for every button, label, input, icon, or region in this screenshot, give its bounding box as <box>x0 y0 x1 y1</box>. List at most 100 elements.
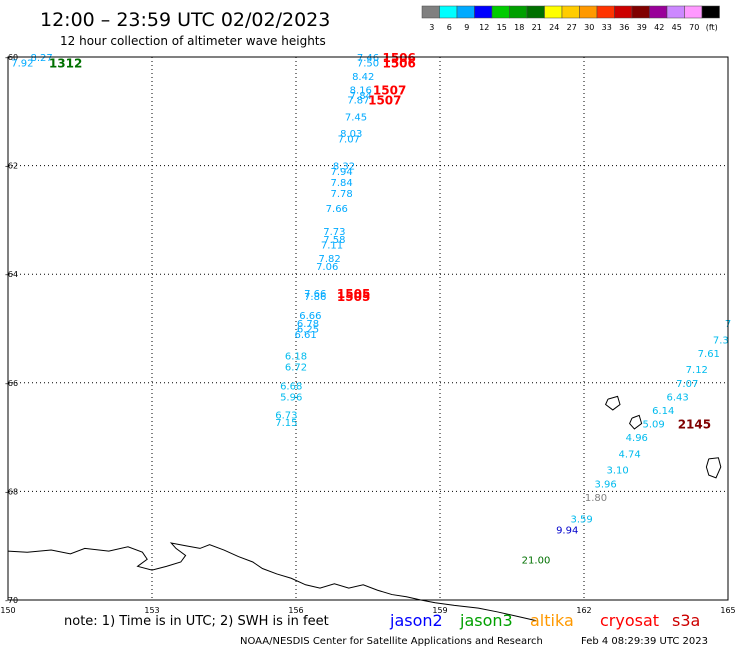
wave-height-point: 7.84 <box>350 91 372 102</box>
plot-frame <box>7 56 729 601</box>
legend-swatch <box>701 5 720 19</box>
wave-height-point: 6.72 <box>285 363 307 374</box>
wave-height-point: 5.96 <box>280 392 302 403</box>
color-legend: 3 6 9 12 15 18 21 24 27 30 33 36 39 42 45 70 (ft) <box>421 5 720 32</box>
pass-time-label: 1505 <box>337 290 370 304</box>
timestamp-text: Feb 4 08:29:39 UTC 2023 <box>581 636 708 647</box>
y-tick-label: -66 <box>5 379 18 388</box>
wave-height-point: 3.59 <box>570 515 592 526</box>
legend-label: 27 <box>567 23 577 32</box>
legend-label: 18 <box>514 23 524 32</box>
satellite-legend: jason2 jason3 altika cryosat s3a <box>389 611 700 630</box>
footer-note: note: 1) Time is in UTC; 2) SWH is in fe… <box>64 614 329 629</box>
wave-height-point: 6.14 <box>652 406 674 417</box>
wave-height-point: 7.66 <box>304 289 326 300</box>
wave-height-point: 7.78 <box>330 189 352 200</box>
legend-label: 6 <box>447 23 452 32</box>
pass-time-label: 1507 <box>373 84 406 98</box>
wave-height-point: 6.73 <box>275 410 297 421</box>
wave-height-point: 3.96 <box>594 479 616 490</box>
wave-height-point: 7.84 <box>330 178 352 189</box>
island-outline <box>604 395 621 411</box>
legend-label: 3 <box>429 23 434 32</box>
pass-time-label: 1505 <box>337 287 370 301</box>
legend-label: 39 <box>637 23 647 32</box>
wave-height-point: 7.87 <box>347 95 369 106</box>
legend-label: 15 <box>497 23 507 32</box>
legend-label: 30 <box>584 23 594 32</box>
wave-height-point: 7.15 <box>275 418 297 429</box>
wave-height-point: 7.12 <box>686 365 708 376</box>
x-tick-label: 162 <box>576 606 591 615</box>
grid <box>8 57 728 600</box>
wave-height-point: 7.94 <box>330 167 352 178</box>
x-tick-label: 156 <box>288 606 303 615</box>
pass-time-label: 2145 <box>678 418 711 432</box>
legend-swatch <box>544 5 563 19</box>
wave-height-point: 7.61 <box>698 349 720 360</box>
y-tick-label: -64 <box>5 270 18 279</box>
legend-label: 12 <box>479 23 489 32</box>
legend-swatch <box>421 5 440 19</box>
coastline-path <box>7 542 537 622</box>
wave-height-point: 6.78 <box>297 319 319 330</box>
chart-title: 12:00 – 23:59 UTC 02/02/2023 <box>40 9 330 31</box>
legend-swatch <box>561 5 580 19</box>
legend-label: 33 <box>602 23 612 32</box>
wave-height-point: 8.42 <box>352 72 374 83</box>
wave-height-point: 7.58 <box>323 235 345 246</box>
legend-swatch <box>596 5 615 19</box>
satellite-name: altika <box>530 611 574 630</box>
wave-height-point: 7.50 <box>357 58 379 69</box>
x-tick-label: 153 <box>144 606 159 615</box>
satellite-name: cryosat <box>600 611 659 630</box>
wave-height-point: 7.11 <box>321 240 343 251</box>
wave-height-point: 6.25 <box>297 325 319 336</box>
wave-height-point: 6.68 <box>280 382 302 393</box>
wave-height-point: 3.10 <box>606 466 628 477</box>
legend-label: 9 <box>464 23 469 32</box>
wave-height-point: 21.00 <box>522 555 551 566</box>
legend-swatch <box>456 5 475 19</box>
wave-height-point: 7.45 <box>345 113 367 124</box>
x-tick-label: 165 <box>720 606 735 615</box>
legend-label: (ft) <box>706 23 718 32</box>
legend-swatch <box>614 5 633 19</box>
pass-time-label: 1312 <box>49 56 82 70</box>
credit-text: NOAA/NESDIS Center for Satellite Applica… <box>240 636 543 647</box>
legend-label: 21 <box>532 23 542 32</box>
wave-height-point: 6.18 <box>285 352 307 363</box>
wave-height-point: 7.07 <box>338 134 360 145</box>
island-outline <box>629 414 643 430</box>
legend-label: 70 <box>689 23 699 32</box>
legend-label: 45 <box>672 23 682 32</box>
legend-swatch <box>631 5 650 19</box>
wave-height-point: 6.66 <box>299 311 321 322</box>
wave-height-point: 8.03 <box>340 129 362 140</box>
wave-height-point: 4.74 <box>618 449 640 460</box>
wave-height-point: 7.3 <box>713 335 729 346</box>
wave-height-point: 7.06 <box>316 262 338 273</box>
pass-time-label: 1506 <box>382 56 415 70</box>
satellite-name: jason2 <box>389 611 443 630</box>
wave-height-point: 7.66 <box>326 204 348 215</box>
legend-swatch <box>579 5 598 19</box>
wave-height-point: 5.09 <box>642 420 664 431</box>
wave-height-point: 7.46 <box>357 53 379 64</box>
legend-swatch <box>439 5 458 19</box>
legend-swatch <box>509 5 528 19</box>
island-outline <box>705 457 722 479</box>
wave-height-point: 1.80 <box>585 493 607 504</box>
pass-time-label: 1506 <box>382 51 415 65</box>
wave-height-point: 8.32 <box>333 162 355 173</box>
wave-height-point: 7.07 <box>676 379 698 390</box>
satellite-name: jason3 <box>459 611 513 630</box>
legend-swatch <box>474 5 493 19</box>
legend-swatch <box>684 5 703 19</box>
y-tick-label: -62 <box>5 162 18 171</box>
pass-time-label: 1507 <box>368 93 401 107</box>
legend-label: 42 <box>654 23 664 32</box>
